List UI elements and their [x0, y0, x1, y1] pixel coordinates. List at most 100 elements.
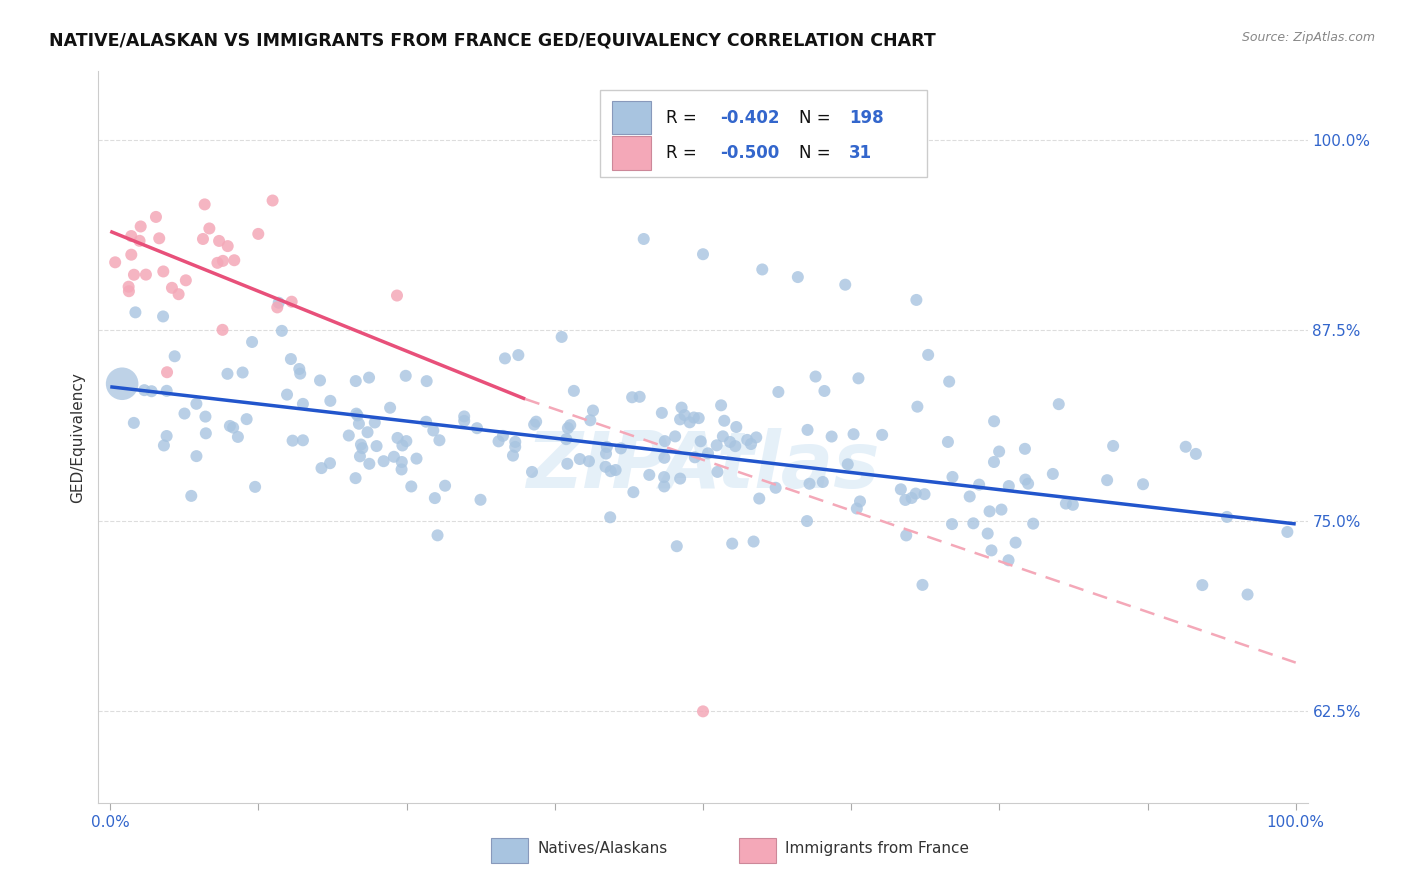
- Point: [621, 390, 644, 404]
- Point: [405, 451, 427, 466]
- Point: [120, 248, 142, 262]
- Point: [748, 491, 770, 506]
- Point: [122, 416, 145, 430]
- Point: [610, 442, 633, 456]
- Y-axis label: GED/Equivalency: GED/Equivalency: [70, 372, 86, 502]
- Point: [520, 465, 543, 479]
- Point: [366, 439, 388, 453]
- Text: Natives/Alaskans: Natives/Alaskans: [537, 840, 668, 855]
- Point: [1014, 473, 1036, 487]
- Point: [721, 536, 744, 550]
- Point: [492, 429, 515, 443]
- Point: [628, 390, 651, 404]
- Point: [270, 324, 292, 338]
- Point: [710, 398, 733, 412]
- Point: [247, 227, 270, 241]
- Point: [344, 374, 367, 388]
- Point: [697, 446, 720, 460]
- Point: [148, 231, 170, 245]
- Text: R =: R =: [665, 144, 702, 161]
- Point: [191, 232, 214, 246]
- Point: [654, 434, 676, 449]
- Point: [1277, 524, 1299, 539]
- Point: [364, 416, 387, 430]
- Point: [337, 428, 360, 442]
- Bar: [613, 136, 651, 169]
- Point: [904, 486, 927, 500]
- Point: [688, 411, 710, 425]
- Point: [117, 279, 139, 293]
- Point: [724, 439, 747, 453]
- Point: [998, 479, 1021, 493]
- Point: [967, 477, 990, 491]
- Point: [665, 539, 688, 553]
- Point: [281, 434, 304, 448]
- Point: [796, 423, 818, 437]
- Point: [156, 365, 179, 379]
- Point: [638, 467, 661, 482]
- Point: [194, 426, 217, 441]
- Text: N =: N =: [799, 109, 835, 127]
- Point: [941, 470, 963, 484]
- Point: [395, 368, 418, 383]
- Point: [983, 414, 1005, 428]
- Point: [842, 427, 865, 442]
- Point: [212, 253, 235, 268]
- Point: [1017, 476, 1039, 491]
- Point: [1054, 497, 1077, 511]
- Point: [415, 415, 437, 429]
- Point: [1216, 509, 1239, 524]
- Point: [1095, 473, 1118, 487]
- Point: [959, 490, 981, 504]
- Point: [523, 417, 546, 432]
- Point: [849, 494, 872, 508]
- Point: [194, 409, 217, 424]
- Point: [596, 440, 619, 454]
- Text: R =: R =: [665, 109, 702, 127]
- Point: [799, 476, 821, 491]
- Point: [235, 412, 257, 426]
- Point: [503, 440, 526, 454]
- Point: [122, 268, 145, 282]
- Point: [669, 412, 692, 426]
- Point: [745, 430, 768, 444]
- Point: [905, 400, 928, 414]
- Point: [219, 419, 242, 434]
- Point: [266, 301, 288, 315]
- Point: [217, 367, 239, 381]
- Point: [120, 229, 142, 244]
- Point: [671, 401, 693, 415]
- Point: [689, 434, 711, 449]
- Point: [735, 433, 758, 447]
- Point: [1004, 535, 1026, 549]
- Point: [683, 450, 706, 465]
- Point: [145, 210, 167, 224]
- Point: [465, 421, 488, 435]
- Point: [651, 406, 673, 420]
- Point: [373, 454, 395, 468]
- Bar: [613, 101, 651, 135]
- Text: NATIVE/ALASKAN VS IMMIGRANTS FROM FRANCE GED/EQUIVALENCY CORRELATION CHART: NATIVE/ALASKAN VS IMMIGRANTS FROM FRANCE…: [49, 31, 936, 49]
- Point: [555, 432, 578, 446]
- Point: [180, 489, 202, 503]
- Point: [621, 485, 644, 500]
- Point: [174, 273, 197, 287]
- Point: [524, 415, 547, 429]
- Point: [309, 373, 332, 387]
- Point: [128, 234, 150, 248]
- Point: [217, 239, 239, 253]
- Point: [633, 232, 655, 246]
- Point: [742, 534, 765, 549]
- Text: 198: 198: [849, 109, 884, 127]
- Point: [129, 219, 152, 234]
- Point: [962, 516, 984, 531]
- Point: [401, 479, 423, 493]
- Point: [311, 461, 333, 475]
- Point: [765, 481, 787, 495]
- Text: -0.402: -0.402: [720, 109, 779, 127]
- Point: [870, 428, 893, 442]
- Point: [423, 491, 446, 505]
- Point: [896, 528, 918, 542]
- Point: [415, 374, 437, 388]
- Point: [599, 510, 621, 524]
